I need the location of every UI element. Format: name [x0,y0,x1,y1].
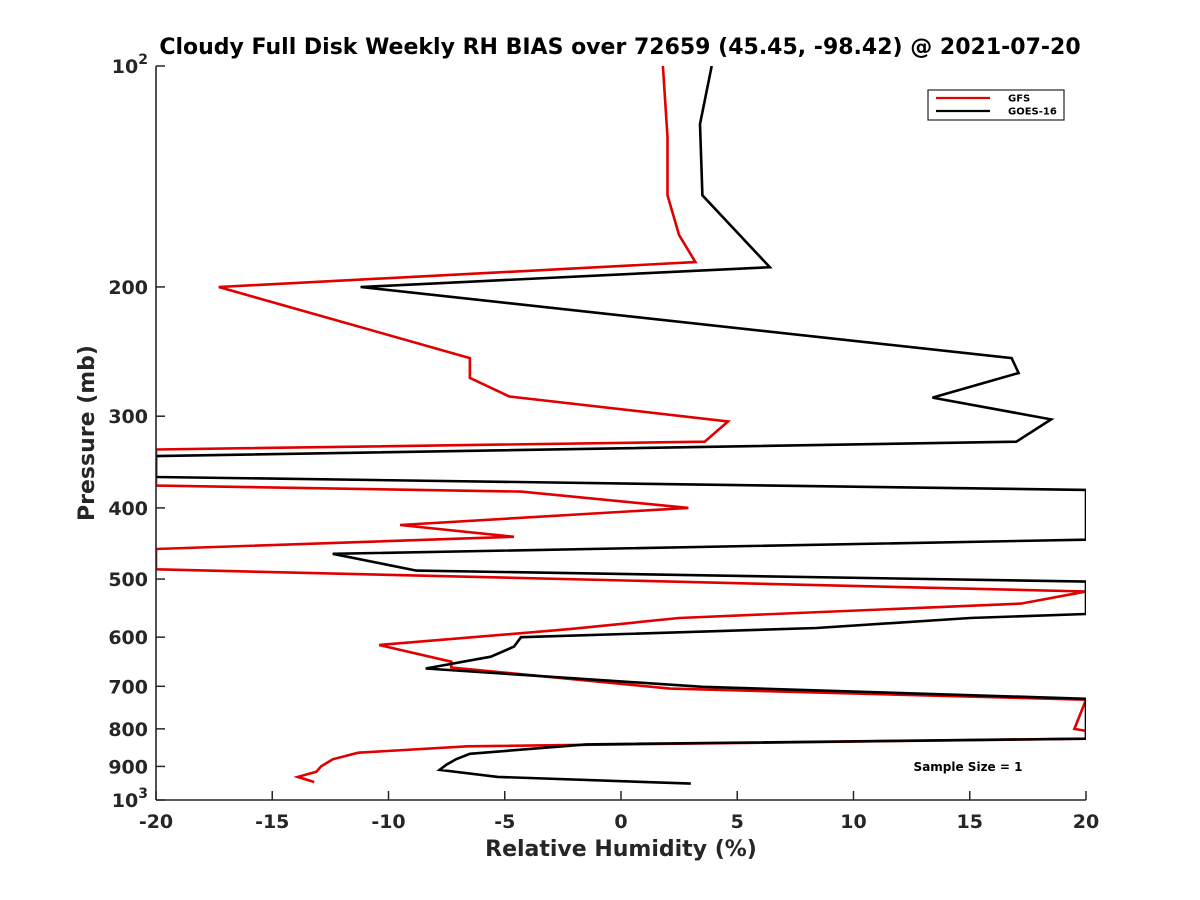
x-tick-label: -20 [139,811,173,833]
series-line-gfs [156,66,1086,784]
axes: -20 -15 -10 -5 0 5 10 15 20 102 200 300 400 500 600 700… [108,52,1099,833]
x-tick-label: 15 [957,811,983,833]
legend: GFS GOES-16 [927,89,1065,121]
x-tick-label: 0 [614,811,627,833]
legend-label: GFS [1008,94,1030,105]
y-axis-label: Pressure (mb) [75,345,100,521]
y-tick-label: 300 [108,406,148,428]
y-tick-label: 800 [108,719,148,741]
chart-title: Cloudy Full Disk Weekly RH BIAS over 726… [159,35,1080,60]
x-tick-label: -10 [371,811,405,833]
y-tick-label: 103 [112,786,148,812]
y-tick-label: 600 [108,627,148,649]
legend-box [927,89,1065,121]
x-axis-label: Relative Humidity (%) [485,837,757,862]
series-line-goes-16 [156,66,1086,785]
y-tick-label: 500 [108,569,148,591]
y-tick-label: 102 [112,52,148,78]
y-tick-label: 700 [108,676,148,698]
y-tick-label: 200 [108,277,148,299]
y-tick-label: 900 [108,756,148,778]
sample-size-annotation: Sample Size = 1 [914,760,1023,774]
series-layer [156,66,1086,785]
x-tick-label: -15 [255,811,289,833]
x-tick-label: 10 [840,811,866,833]
x-tick-label: -5 [494,811,515,833]
x-tick-label: 5 [731,811,744,833]
legend-label: GOES-16 [1008,107,1057,118]
x-tick-label: 20 [1073,811,1099,833]
y-tick-label: 400 [108,498,148,520]
